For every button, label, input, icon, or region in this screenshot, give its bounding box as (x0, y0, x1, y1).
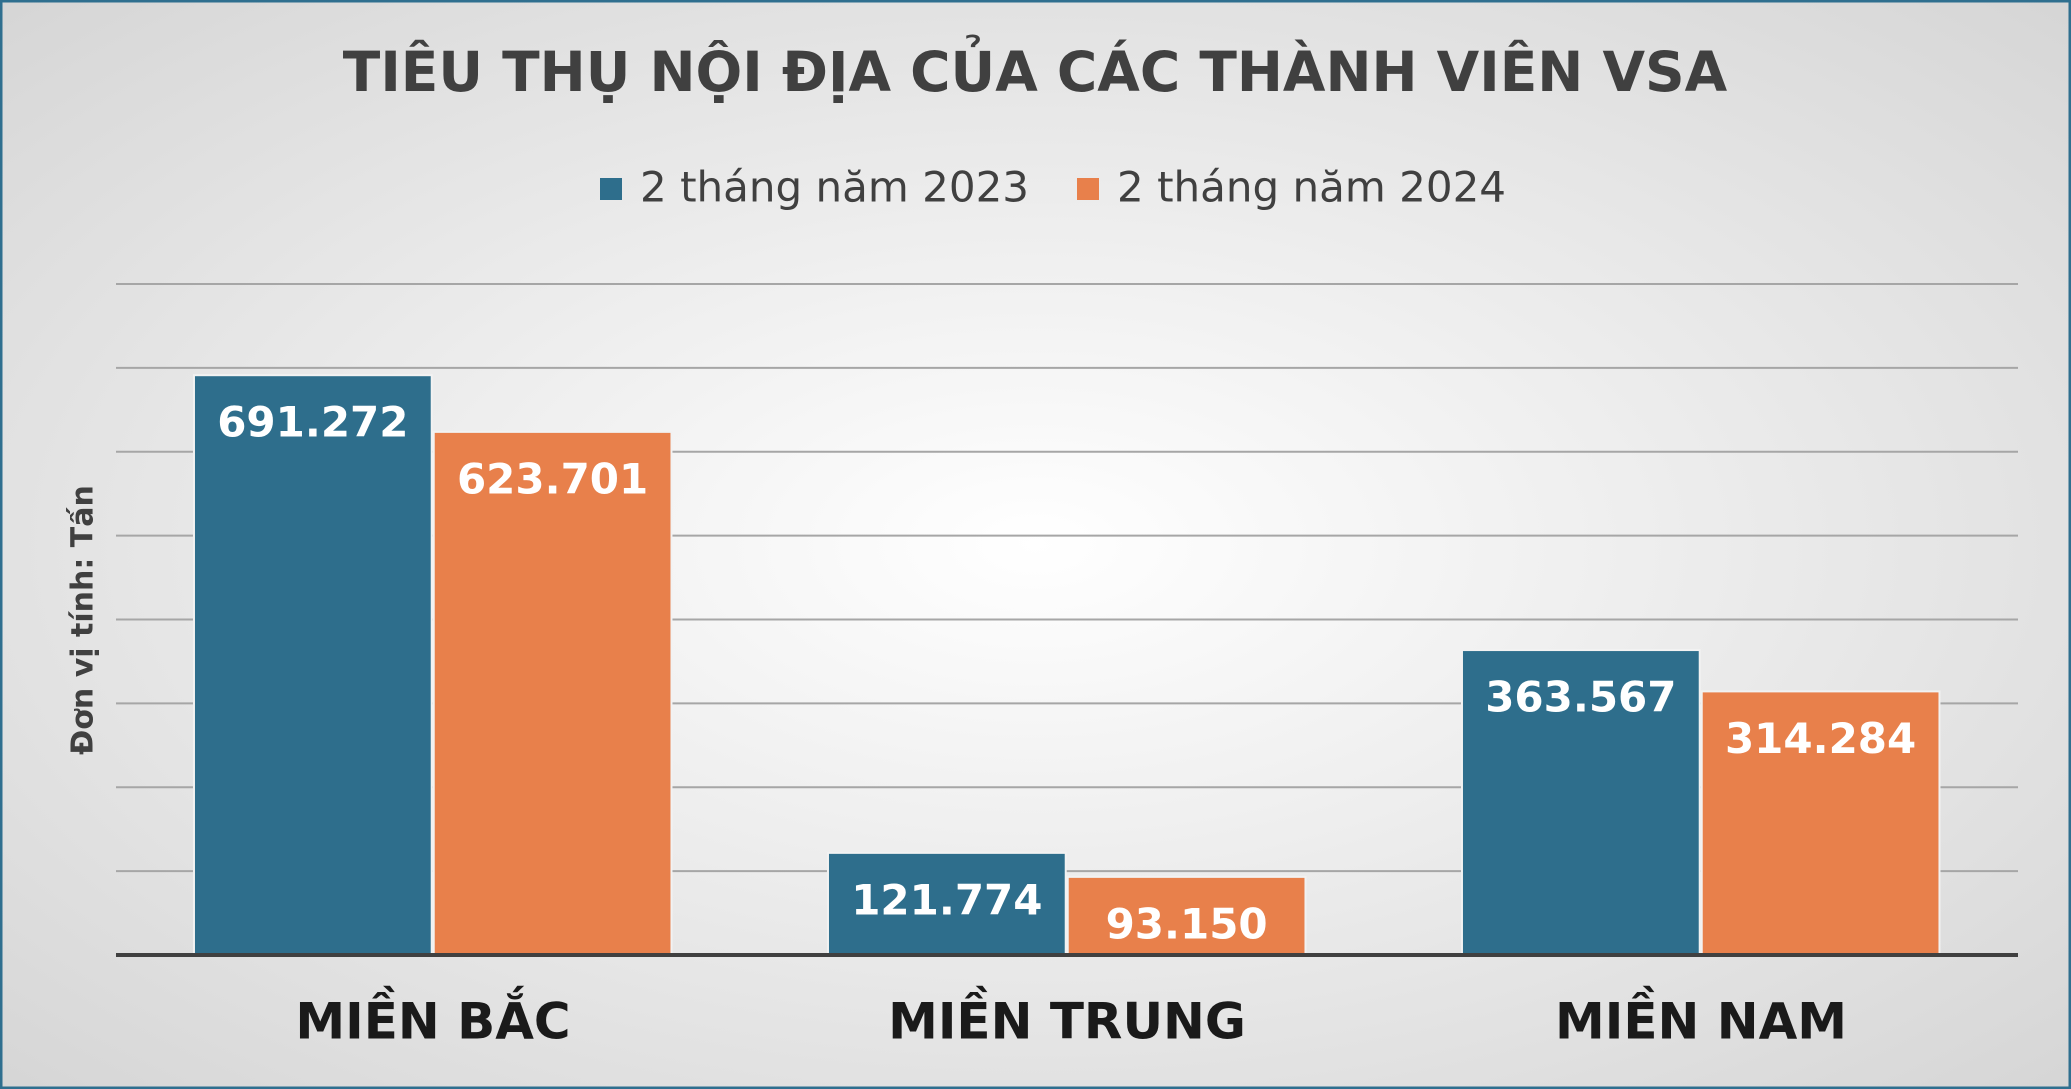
x-tick-label: MIỀN BẮC (295, 986, 570, 1051)
data-label: 691.272 (217, 398, 408, 447)
bar (432, 430, 673, 956)
legend-label: 2 tháng năm 2024 (1117, 163, 1506, 212)
x-tick-label: MIỀN TRUNG (888, 986, 1246, 1051)
y-axis-title: Đơn vị tính: Tấn (66, 485, 101, 755)
legend-label: 2 tháng năm 2023 (640, 163, 1029, 212)
legend-swatch (1077, 178, 1099, 200)
x-tick-label: MIỀN NAM (1555, 986, 1847, 1051)
legend-swatch (600, 178, 622, 200)
data-label: 93.150 (1106, 899, 1268, 948)
data-label: 314.284 (1725, 714, 1916, 763)
data-label: 121.774 (851, 875, 1042, 924)
data-label: 363.567 (1485, 673, 1676, 722)
chart-title: TIÊU THỤ NỘI ĐỊA CỦA CÁC THÀNH VIÊN VSA (343, 34, 1728, 104)
bar (192, 374, 433, 956)
data-label: 623.701 (457, 454, 648, 503)
